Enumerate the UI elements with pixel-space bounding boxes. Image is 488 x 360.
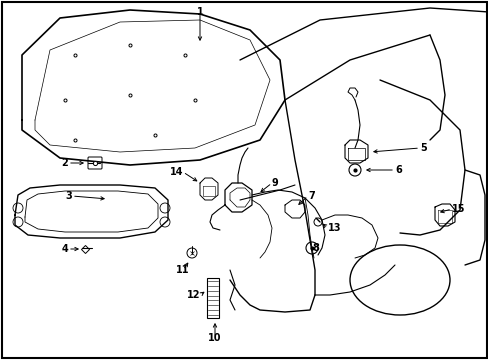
Text: 6: 6 (394, 165, 401, 175)
Text: 5: 5 (419, 143, 426, 153)
Text: 9: 9 (271, 178, 278, 188)
Text: 10: 10 (208, 333, 221, 343)
Text: 11: 11 (176, 265, 189, 275)
Text: 7: 7 (307, 191, 314, 201)
Text: 4: 4 (61, 244, 68, 254)
Text: 3: 3 (65, 191, 72, 201)
Text: 2: 2 (61, 158, 68, 168)
Text: 8: 8 (311, 243, 318, 253)
Text: 15: 15 (451, 204, 465, 214)
Text: 12: 12 (186, 290, 200, 300)
Text: 1: 1 (196, 7, 203, 17)
Text: 13: 13 (327, 223, 341, 233)
Text: 14: 14 (169, 167, 183, 177)
